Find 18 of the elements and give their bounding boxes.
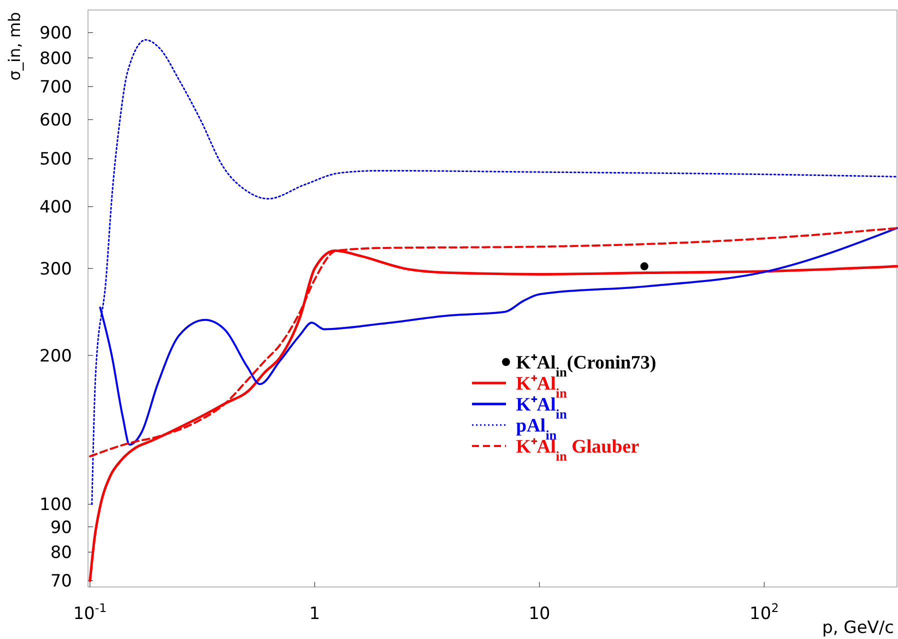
y-tick-label: 70: [50, 572, 72, 592]
y-tick-label: 700: [40, 78, 72, 98]
y-tick-label: 600: [40, 110, 72, 131]
y-tick-label: 80: [50, 543, 72, 564]
y-tick-label: 200: [40, 346, 72, 366]
x-tick-label: 10$^{-1}$: [73, 601, 107, 624]
x-axis-title: p, GeV/c: [822, 618, 894, 638]
y-tick-label: 900: [40, 24, 72, 44]
y-tick-label: 400: [40, 198, 72, 218]
y-axis-title: σ_in, mb: [5, 12, 24, 81]
y-tick-label: 300: [40, 259, 72, 280]
y-tick-label: 90: [50, 518, 72, 538]
y-tick-label: 800: [40, 48, 72, 69]
y-tick-label: 500: [40, 150, 72, 170]
y-tick-label: 100: [40, 495, 72, 516]
x-tick-label: 10$^{2}$: [750, 601, 779, 624]
x-tick-label: 10: [528, 604, 550, 624]
x-tick-label: 1: [309, 604, 320, 624]
